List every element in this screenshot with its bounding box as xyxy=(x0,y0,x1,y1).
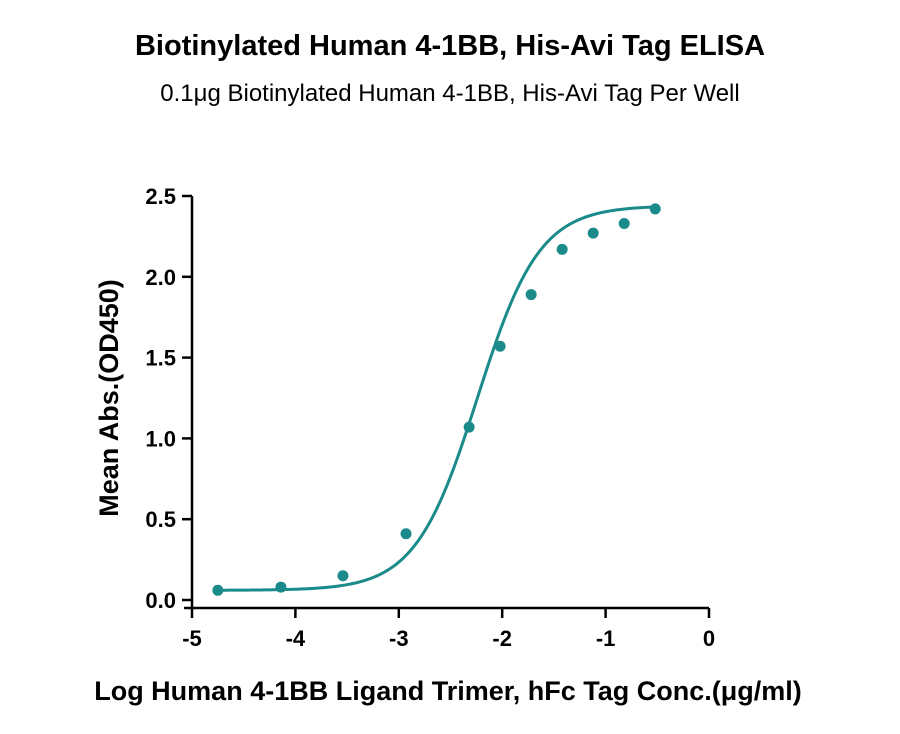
data-point xyxy=(400,528,412,540)
data-point xyxy=(618,217,630,229)
data-point xyxy=(494,340,506,352)
y-tick-label: 0.0 xyxy=(145,588,176,613)
x-tick-label: -1 xyxy=(596,626,616,651)
data-point xyxy=(649,203,661,215)
data-point xyxy=(463,421,475,433)
data-point xyxy=(337,570,349,582)
fit-curve xyxy=(217,205,656,592)
x-tick-label: -5 xyxy=(182,626,202,651)
axes: 0.0 0.5 1.0 1.5 2.0 2.5 -5 -4 -3 -2 -1 0 xyxy=(145,184,715,651)
y-tick-label: 0.5 xyxy=(145,507,176,532)
y-tick-label: 2.5 xyxy=(145,184,176,209)
data-points xyxy=(212,203,661,596)
data-point xyxy=(525,289,537,301)
data-point xyxy=(587,227,599,239)
data-point xyxy=(556,243,568,255)
data-point xyxy=(212,584,224,596)
chart-title: Biotinylated Human 4-1BB, His-Avi Tag EL… xyxy=(134,30,766,62)
y-tick-label: 1.5 xyxy=(145,346,176,371)
chart-subtitle: 0.1μg Biotinylated Human 4-1BB, His-Avi … xyxy=(160,80,740,107)
y-tick-label: 2.0 xyxy=(145,265,176,290)
fit-curve-layer xyxy=(217,205,656,592)
x-tick-label: -4 xyxy=(286,626,306,651)
x-tick-label: 0 xyxy=(703,626,715,651)
x-tick-label: -2 xyxy=(492,626,512,651)
x-tick-label: -3 xyxy=(389,626,409,651)
data-point xyxy=(275,581,287,593)
y-axis-title: Mean Abs.(OD450) xyxy=(94,279,124,517)
x-axis-title: Log Human 4-1BB Ligand Trimer, hFc Tag C… xyxy=(94,676,802,706)
y-tick-label: 1.0 xyxy=(145,426,176,451)
